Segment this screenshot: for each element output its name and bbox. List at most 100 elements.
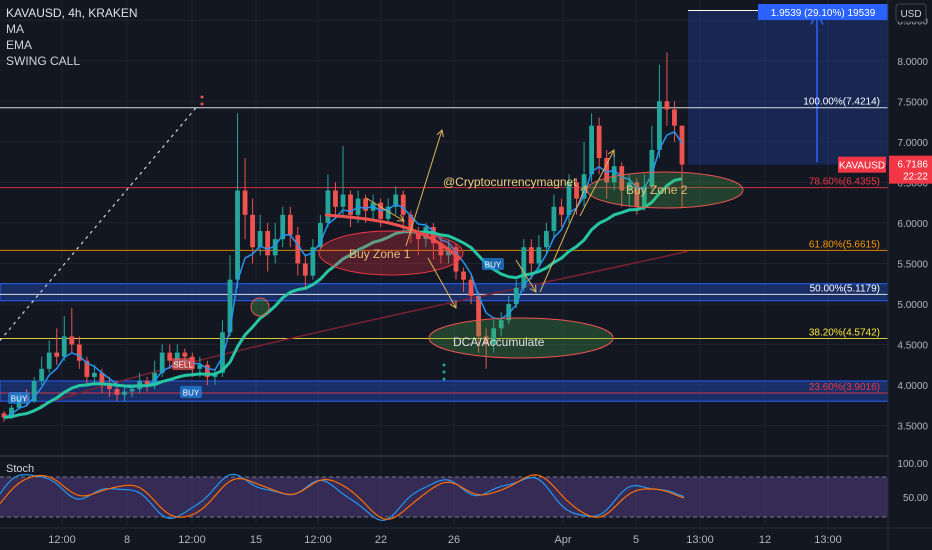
candle-body (340, 194, 346, 207)
current-price-countdown: 22:22 (903, 172, 928, 183)
candle-body (626, 182, 632, 191)
candle-body (468, 279, 474, 296)
candle-body (54, 352, 60, 357)
trend-arrow (405, 129, 443, 247)
candle-body (604, 158, 610, 183)
indicator-ema[interactable]: EMA (6, 38, 33, 52)
candle-body (159, 352, 165, 373)
stoch-k-line (0, 473, 685, 521)
candle-body (513, 287, 519, 304)
time-tick-label: 5 (633, 534, 639, 546)
price-tick-label: 6.0000 (897, 219, 928, 230)
candle-body (551, 206, 557, 232)
candle-body (672, 109, 677, 126)
trend-arrow-head (449, 300, 457, 309)
symbol-tag-text: KAVAUSD (839, 161, 885, 172)
time-tick-label: 12 (759, 534, 771, 546)
candle-body (506, 303, 512, 321)
trend-arrow-head (529, 284, 537, 293)
position-label-text: 1.9539 (29.10%) 19539 (771, 8, 876, 19)
signal-badge-text: BUY (485, 261, 502, 270)
candle-body (596, 125, 602, 159)
trend-arrow (427, 257, 457, 309)
candle-body (536, 247, 542, 264)
candle-body (679, 125, 685, 165)
candle-body (265, 231, 271, 256)
candle-body (318, 222, 323, 248)
time-tick-label: 26 (448, 534, 460, 546)
price-axis-bg (888, 0, 932, 550)
candle-body (521, 247, 527, 288)
current-price-value: 6.7186 (897, 160, 928, 171)
time-tick-label: 8 (124, 534, 130, 546)
candle-body (581, 174, 587, 199)
signal-badge-text: BUY (11, 395, 28, 404)
time-tick-label: 12:00 (304, 534, 332, 546)
candle-body (205, 364, 210, 377)
candle-body (498, 320, 504, 329)
symbol-label[interactable]: KAVAUSD, 4h, KRAKEN (6, 6, 138, 20)
candle-body (574, 182, 579, 199)
current-price-tag (889, 155, 932, 184)
dca-label: DCA/Accumulate (453, 335, 545, 349)
currency-label: USD (900, 9, 921, 20)
stoch-band (0, 477, 888, 517)
candle-body (657, 101, 662, 150)
fib-label: 78.60%(6.4355) (809, 177, 880, 188)
buy-zone-1-label: Buy Zone 1 (349, 247, 411, 261)
signal-dot (442, 370, 446, 374)
candle-body (483, 336, 489, 345)
candle-body (664, 101, 670, 110)
candle-body (1, 413, 7, 418)
candle-body (152, 372, 158, 386)
buy-zone-2-ellipse (586, 171, 744, 209)
candle-body (220, 332, 225, 373)
candle-body (544, 231, 549, 248)
fib-label: 50.00%(5.1179) (810, 283, 880, 294)
watermark-text: @Cryptocurrencymagnet (443, 175, 577, 189)
candle-body (566, 182, 572, 215)
ema-slow-line (3, 177, 683, 419)
trend-arrow (539, 185, 587, 293)
time-tick-label: 15 (250, 534, 262, 546)
candle-body (528, 247, 534, 264)
candle-body (393, 194, 399, 207)
candle-body (408, 214, 414, 232)
signal-badge-text: BUY (183, 389, 200, 398)
dca-ellipse (428, 317, 614, 359)
candle-body (250, 214, 255, 248)
candle-body (559, 206, 564, 215)
trend-arrow (365, 197, 405, 222)
stoch-label: Stoch (6, 463, 34, 475)
signal-badge (482, 258, 504, 270)
price-tick-label: 8.0000 (897, 57, 928, 68)
buy-zone-2-label: Buy Zone 2 (626, 183, 688, 197)
trend-arrow (515, 259, 537, 293)
candle-body (144, 380, 150, 386)
candle-body (107, 385, 112, 390)
candle-body (182, 352, 188, 357)
indicator-swing-call[interactable]: SWING CALL (6, 54, 81, 68)
candle-body (348, 194, 353, 215)
chart-legend: KAVAUSD, 4h, KRAKEN MA EMA SWING CALL (6, 5, 138, 69)
candle-body (272, 239, 278, 256)
indicator-ma[interactable]: MA (6, 22, 24, 36)
candle-body (129, 389, 135, 392)
candle-body (197, 364, 203, 369)
candle-body (333, 190, 338, 207)
price-tick-label: 3.5000 (897, 422, 928, 433)
trend-arrow-head (436, 129, 444, 137)
price-tick-label: 4.0000 (897, 381, 928, 392)
candle-body (242, 190, 248, 215)
candle-body (619, 166, 625, 191)
candle-body (280, 214, 286, 240)
candle-body (295, 235, 301, 264)
candle-body (611, 166, 617, 183)
candle-body (453, 247, 459, 272)
candle-body (46, 352, 52, 369)
candle-body (235, 190, 240, 280)
candle-body (174, 352, 180, 361)
candle-body (461, 271, 466, 280)
time-tick-label: 13:00 (814, 534, 842, 546)
